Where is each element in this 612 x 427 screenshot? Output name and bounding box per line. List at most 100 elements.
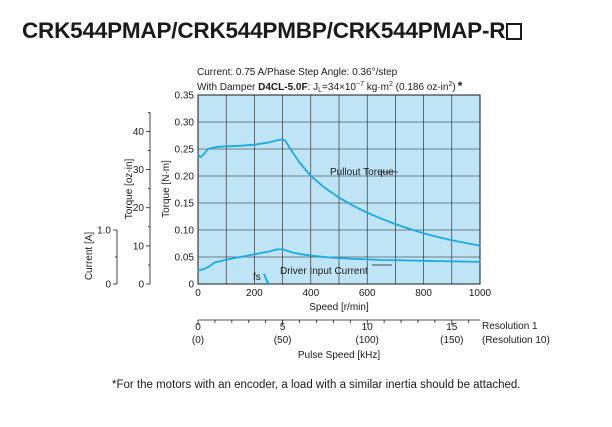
point-pullout-torque <box>423 232 425 234</box>
x-tick-label: 400 <box>302 288 319 299</box>
point-pullout-torque <box>451 239 453 241</box>
y-axis-label-current: Current [A] <box>84 232 95 281</box>
y-tick-label-nm: 0.30 <box>175 118 195 129</box>
series-layer <box>197 138 481 272</box>
y-tick-label-ozin: 20 <box>133 203 145 214</box>
y-tick-label-current: 1.0 <box>97 226 111 237</box>
point-driver-input-current <box>479 261 481 263</box>
fs-label: fs <box>253 272 261 283</box>
point-pullout-torque <box>200 156 202 158</box>
x-tick-label: 0 <box>195 288 201 299</box>
point-pullout-torque <box>217 146 219 148</box>
point-pullout-torque <box>239 145 241 147</box>
point-pullout-torque <box>267 141 270 144</box>
point-driver-input-current <box>219 260 222 262</box>
point-driver-input-current <box>197 269 199 272</box>
point-driver-input-current <box>366 258 368 261</box>
point-driver-input-current <box>203 268 205 270</box>
point-pullout-torque <box>225 145 227 147</box>
y-tick-label-nm: 0 <box>188 280 194 291</box>
fs-marker <box>263 273 270 286</box>
point-driver-input-current <box>287 250 289 252</box>
point-driver-input-current <box>214 261 216 263</box>
point-pullout-torque <box>465 242 467 244</box>
y-tick-label-nm: 0.10 <box>175 226 195 237</box>
point-pullout-torque <box>394 223 396 225</box>
y-tick-label-ozin: 10 <box>133 241 145 252</box>
point-driver-input-current <box>315 255 318 257</box>
point-driver-input-current <box>239 256 241 258</box>
point-driver-input-current <box>282 248 284 251</box>
point-pullout-torque <box>298 161 301 164</box>
point-driver-input-current <box>267 251 270 253</box>
point-pullout-torque <box>352 205 354 207</box>
point-pullout-torque <box>253 144 255 146</box>
point-pullout-torque <box>290 149 292 151</box>
point-pullout-torque <box>408 228 411 230</box>
page-title: CRK544PMAP/CRK544PMBP/CRK544PMAP-R <box>22 18 523 44</box>
series-label-current: Driver Input Current <box>280 266 368 277</box>
point-driver-input-current <box>293 252 295 254</box>
point-pullout-torque <box>479 245 481 247</box>
pulse-axis-label: Pulse Speed [kHz] <box>298 350 380 361</box>
point-pullout-torque <box>211 147 213 149</box>
y-tick-label-current: 0 <box>105 280 111 291</box>
y-tick-label-nm: 0.35 <box>175 91 195 102</box>
pulse-tick-label-res10: (50) <box>274 335 292 346</box>
point-driver-input-current <box>465 260 467 263</box>
x-tick-label: 1000 <box>469 288 492 299</box>
point-driver-input-current <box>225 259 227 261</box>
point-pullout-torque <box>324 187 326 189</box>
series-label-pullout: Pullout Torque <box>330 167 394 178</box>
pulse-tick-label: 15 <box>446 322 458 333</box>
point-driver-input-current <box>253 253 255 255</box>
point-driver-input-current <box>208 265 210 268</box>
y-axis-label-ozin: Torque [oz-in] <box>124 158 135 219</box>
point-driver-input-current <box>408 259 411 262</box>
point-pullout-torque <box>276 139 278 141</box>
series-line-pullout-torque <box>197 138 481 247</box>
pulse-tick-label-res10: (150) <box>440 335 463 346</box>
point-pullout-torque <box>338 197 340 199</box>
point-driver-input-current <box>451 260 453 262</box>
conditions-line2: With Damper D4CL-5.0F: JL=34×10−7 kg·m2 … <box>197 79 463 94</box>
point-driver-input-current <box>352 258 354 260</box>
y-tick-label-ozin: 40 <box>133 127 145 138</box>
point-pullout-torque <box>197 153 199 155</box>
x-tick-label: 800 <box>415 288 432 299</box>
pulse-tick-label-res10: (0) <box>192 335 204 346</box>
point-driver-input-current <box>276 248 278 251</box>
resolution1-label: Resolution 1 <box>482 321 538 332</box>
pulse-tick-label: 10 <box>362 322 374 333</box>
y-tick-label-ozin: 30 <box>133 165 145 176</box>
point-pullout-torque <box>284 140 287 142</box>
variant-box-icon <box>506 23 523 40</box>
point-driver-input-current <box>304 254 306 256</box>
y-tick-label-ozin: 0 <box>138 280 144 291</box>
point-driver-input-current <box>380 259 382 261</box>
plot-grid <box>198 95 480 284</box>
x-tick-label: 600 <box>359 288 376 299</box>
point-pullout-torque <box>282 138 284 140</box>
y-axis-label-nm: Torque [N·m] <box>161 160 172 218</box>
point-pullout-torque <box>310 175 312 177</box>
resolution10-label: (Resolution 10) <box>482 335 550 346</box>
point-driver-input-current <box>394 259 396 261</box>
point-driver-input-current <box>423 260 425 262</box>
footnote: *For the motors with an encoder, a load … <box>112 379 521 391</box>
conditions-line1: Current: 0.75 A/Phase Step Angle: 0.36°/… <box>197 67 398 78</box>
y-tick-label-nm: 0.15 <box>175 199 195 210</box>
point-pullout-torque <box>203 153 205 155</box>
pulse-tick-label: 5 <box>280 322 286 333</box>
point-pullout-torque <box>437 236 439 238</box>
x-tick-label: 200 <box>246 288 263 299</box>
point-pullout-torque <box>380 218 382 220</box>
point-driver-input-current <box>327 256 329 258</box>
point-pullout-torque <box>366 212 368 214</box>
x-axis-label: Speed [r/min] <box>309 302 369 313</box>
y-tick-label-nm: 0.20 <box>175 172 195 183</box>
point-driver-input-current <box>338 257 340 259</box>
y-tick-label-nm: 0.05 <box>175 253 195 264</box>
y-tick-label-nm: 0.25 <box>175 145 195 156</box>
